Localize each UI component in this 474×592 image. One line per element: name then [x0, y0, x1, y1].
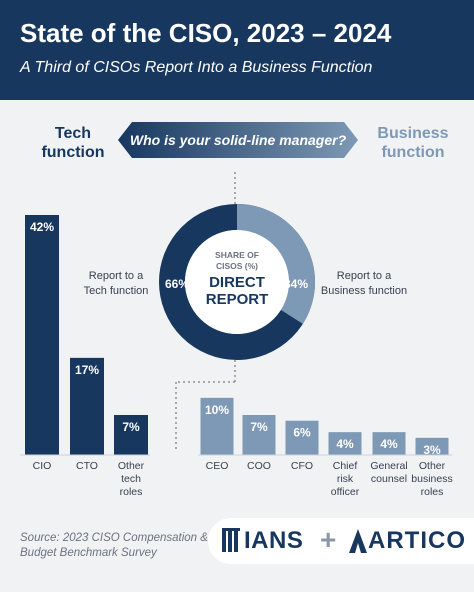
- donut-center-main: DIRECT REPORT: [206, 274, 269, 308]
- business-category-label: CEO: [206, 460, 229, 472]
- page-title: State of the CISO, 2023 – 2024: [20, 18, 392, 48]
- tech-function-label: Tech function: [41, 125, 105, 161]
- page-subtitle: A Third of CISOs Report Into a Business …: [20, 59, 373, 76]
- tech-bar: [70, 357, 104, 455]
- business-bar-value: 7%: [250, 420, 268, 434]
- business-bar: [285, 420, 319, 455]
- logo-box: IANS + ARTICO: [208, 518, 474, 564]
- tech-bar-value: 7%: [122, 420, 140, 434]
- business-category-label: Other business roles: [411, 460, 452, 498]
- business-bar-value: 10%: [205, 403, 229, 417]
- question-banner: Who is your solid-line manager?: [118, 122, 358, 158]
- report-tech-label: Report to a Tech function: [84, 270, 149, 297]
- ians-logo-text: IANS: [244, 527, 304, 554]
- business-function-label: Business function: [377, 125, 449, 161]
- business-bar-value: 6%: [293, 426, 311, 440]
- business-bar-value: 3%: [423, 443, 441, 457]
- tech-category-label: CTO: [76, 460, 98, 472]
- business-category-label: CFO: [291, 460, 313, 472]
- question-banner-shape: [118, 122, 358, 158]
- business-bar: [372, 432, 406, 455]
- donut-center: [185, 230, 289, 334]
- business-bar-value: 4%: [336, 437, 354, 451]
- question-text: Who is your solid-line manager?: [129, 132, 347, 148]
- business-category-label: Chief risk officer: [331, 460, 360, 498]
- reporting-chart: SHARE OF CISOS (%) DIRECT REPORT 66% 34% Repor…: [20, 172, 453, 498]
- business-bar: [242, 415, 276, 455]
- tech-bar-value: 42%: [30, 220, 54, 234]
- donut-business-slice: [159, 204, 315, 360]
- business-bar: [415, 437, 449, 455]
- business-bar: [200, 397, 234, 455]
- tech-bar: [114, 415, 148, 455]
- artico-logo-icon: [349, 529, 367, 553]
- header-banner: State of the CISO, 2023 – 2024 A Third o…: [0, 0, 474, 100]
- tech-bar-value: 17%: [75, 363, 99, 377]
- source-note: Source: 2023 CISO Compensation & Budget …: [20, 532, 208, 559]
- business-bar: [328, 432, 362, 455]
- ians-logo-icon: [222, 528, 240, 552]
- donut-center-top: SHARE OF CISOS (%): [215, 250, 259, 271]
- tech-category-label: CIO: [33, 460, 52, 472]
- artico-logo-text: ARTICO: [368, 527, 466, 554]
- business-category-label: General counsel: [370, 460, 407, 485]
- donut-tech-pct: 66%: [165, 277, 189, 291]
- report-business-label: Report to a Business function: [321, 270, 407, 297]
- logo-plus: +: [320, 524, 337, 555]
- tech-bar: [25, 215, 59, 455]
- tech-category-label: Other tech roles: [118, 460, 145, 498]
- business-category-label: COO: [247, 460, 271, 472]
- business-bar-value: 4%: [380, 437, 398, 451]
- donut-business-pct: 34%: [284, 277, 308, 291]
